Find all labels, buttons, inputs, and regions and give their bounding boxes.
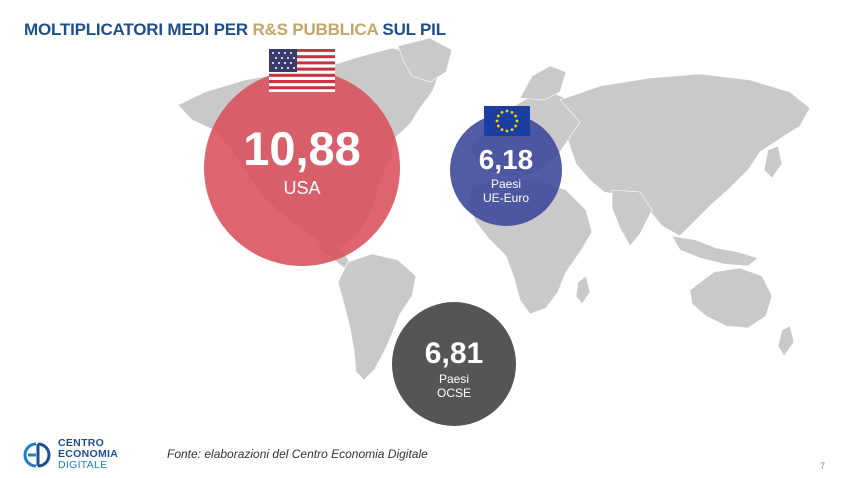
eu-flag-icon	[484, 106, 530, 136]
asia-shape	[559, 73, 811, 237]
bubble-eu: 6,18 Paesi UE-Euro	[450, 114, 562, 226]
bubble-ocse-label-line2: OCSE	[437, 386, 471, 400]
bubble-ocse-circle	[392, 302, 516, 426]
title-part-3: SUL PIL	[377, 20, 446, 39]
logo-line-2: ECONOMIA	[58, 448, 119, 460]
title-highlight: R&S PUBBLICA	[252, 20, 378, 39]
bubble-usa: 10,88 USA	[204, 70, 400, 266]
eu-star-icon	[500, 128, 504, 132]
logo-line-1: CENTRO	[58, 437, 105, 449]
south-america-shape	[337, 253, 417, 381]
eu-star-icon	[505, 109, 509, 113]
ced-logo-mark-icon	[23, 442, 51, 467]
title-part-1: MOLTIPLICATORI MEDI PER	[24, 20, 253, 39]
source-note: Fonte: elaborazioni del Centro Economia …	[167, 447, 428, 461]
page-number: 7	[820, 461, 826, 471]
ced-logo: CENTRO ECONOMIA DIGITALE	[22, 438, 118, 471]
bubble-ocse: 6,81 Paesi OCSE	[392, 302, 516, 426]
southeast-asia-shape	[671, 235, 759, 267]
bubble-usa-value: 10,88	[243, 122, 361, 175]
eu-star-icon	[510, 110, 514, 114]
bubble-eu-value: 6,18	[479, 144, 534, 175]
bubble-usa-label: USA	[283, 178, 320, 198]
ced-logo-text: CENTRO ECONOMIA DIGITALE	[58, 438, 118, 471]
us-flag-icon	[269, 49, 335, 92]
scandinavia-shape	[519, 65, 567, 101]
eu-star-icon	[495, 119, 499, 123]
bubble-usa-circle	[204, 70, 400, 266]
bubble-eu-circle	[450, 114, 562, 226]
eu-star-icon	[514, 114, 518, 118]
eu-star-icon	[496, 114, 500, 118]
new-zealand-shape	[777, 325, 795, 357]
australia-shape	[689, 267, 773, 329]
india-shape	[611, 189, 653, 247]
japan-shape	[763, 145, 783, 179]
bubble-eu-label-line2: UE-Euro	[483, 191, 529, 205]
eu-star-icon	[500, 110, 504, 114]
logo-line-3: DIGITALE	[58, 459, 108, 471]
bubble-eu-label-line1: Paesi	[491, 177, 521, 191]
page-title: MOLTIPLICATORI MEDI PER R&S PUBBLICA SUL…	[24, 20, 446, 40]
eu-star-icon	[510, 128, 514, 132]
eu-star-icon	[514, 124, 518, 128]
bubble-ocse-label-line1: Paesi	[439, 372, 469, 386]
eu-star-icon	[505, 129, 509, 133]
greenland-shape	[397, 37, 453, 83]
eu-star-icon	[515, 119, 519, 123]
eu-star-icon	[496, 124, 500, 128]
bubble-ocse-value: 6,81	[425, 337, 483, 370]
madagascar-shape	[575, 275, 591, 305]
